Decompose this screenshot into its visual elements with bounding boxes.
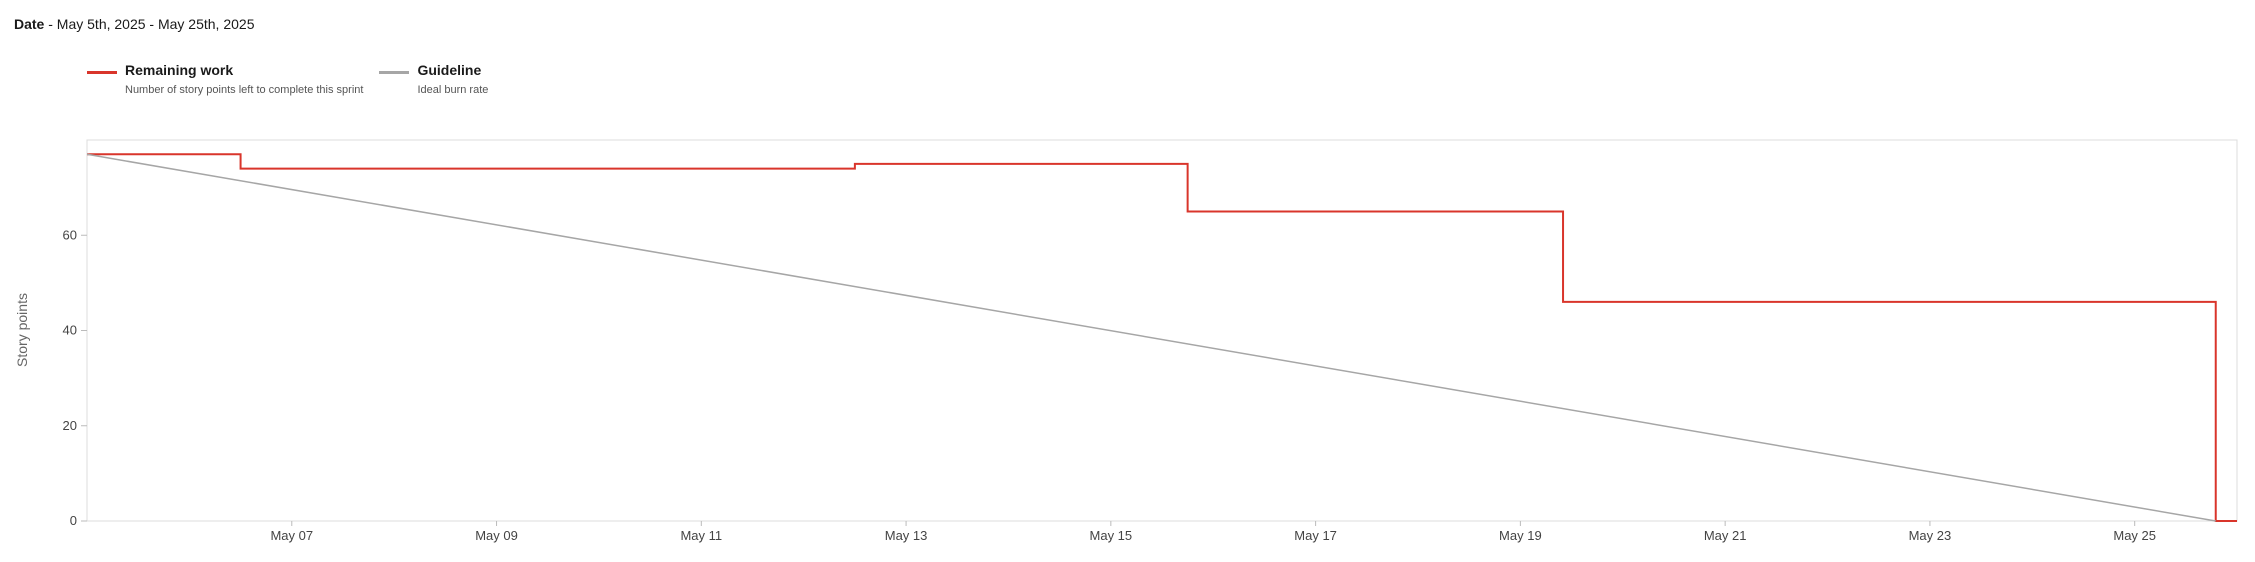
x-tick-label: May 17 bbox=[1294, 528, 1337, 543]
x-tick-label: May 15 bbox=[1090, 528, 1133, 543]
plot-frame bbox=[86, 139, 2238, 522]
x-tick-label: May 19 bbox=[1499, 528, 1542, 543]
legend-swatch-guideline bbox=[379, 71, 410, 74]
y-tick-label: 60 bbox=[63, 227, 77, 242]
x-tick-label: May 09 bbox=[475, 528, 518, 543]
legend-description: Number of story points left to complete … bbox=[125, 84, 364, 96]
legend-name: Remaining work bbox=[125, 62, 234, 78]
legend-item-guideline[interactable]: Guideline Ideal burn rate bbox=[379, 61, 488, 97]
legend-name: Guideline bbox=[417, 62, 482, 78]
chart-legend: Remaining work Number of story points le… bbox=[87, 61, 488, 97]
x-tick-label: May 07 bbox=[270, 528, 313, 543]
x-tick-label: May 23 bbox=[1909, 528, 1952, 543]
x-tick-label: May 13 bbox=[885, 528, 928, 543]
y-tick-label: 20 bbox=[63, 418, 77, 433]
date-label: Date bbox=[14, 16, 45, 32]
legend-description: Ideal burn rate bbox=[417, 84, 489, 96]
y-tick-label: 0 bbox=[70, 513, 77, 528]
x-tick-label: May 21 bbox=[1704, 528, 1747, 543]
x-tick-label: May 11 bbox=[680, 528, 722, 543]
y-tick-label: 40 bbox=[63, 323, 77, 338]
date-range-text: - May 5th, 2025 - May 25th, 2025 bbox=[48, 16, 255, 32]
date-range-header: Date - May 5th, 2025 - May 25th, 2025 bbox=[14, 16, 254, 32]
legend-swatch-remaining-work bbox=[87, 71, 117, 74]
legend-item-remaining-work[interactable]: Remaining work Number of story points le… bbox=[87, 61, 363, 97]
series-line-guideline bbox=[86, 153, 2216, 522]
series-line-remaining-work bbox=[87, 153, 2237, 522]
x-tick-label: May 25 bbox=[2113, 528, 2156, 543]
